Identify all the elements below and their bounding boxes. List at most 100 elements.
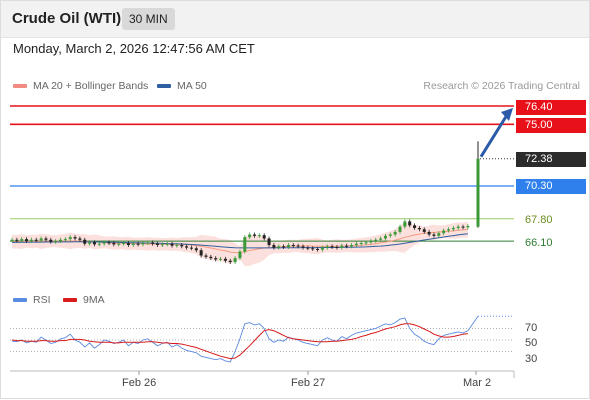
level-label-s2: 67.80 — [525, 214, 553, 226]
level-tag-r1: 75.00 — [516, 118, 586, 133]
candle-body — [243, 237, 247, 252]
candle-body — [223, 258, 227, 261]
candle-body — [413, 225, 417, 228]
candle-body — [34, 239, 38, 241]
candle-body — [398, 226, 402, 232]
level-tag-r2: 76.40 — [516, 100, 586, 115]
candle-body — [83, 239, 87, 244]
candle-body — [194, 248, 198, 251]
x-tick-label: Mar 2 — [463, 377, 492, 389]
candle-body — [15, 239, 19, 241]
x-axis — [10, 370, 515, 378]
candle-body — [175, 245, 179, 247]
candle-body — [408, 221, 412, 226]
candle-body — [44, 238, 48, 240]
candle-body — [63, 239, 67, 241]
candle-body — [383, 235, 387, 239]
legend-bb-label: MA 20 + Bollinger Bands — [33, 80, 149, 92]
candle-body — [126, 243, 130, 246]
candle-body — [73, 237, 77, 239]
candle-body — [262, 235, 266, 239]
level-tag-s1: 70.30 — [516, 179, 586, 194]
candle-body — [345, 245, 349, 247]
candle-body — [272, 245, 276, 248]
candle-body — [437, 233, 441, 236]
candle-body — [417, 227, 421, 230]
candle-body — [442, 230, 446, 234]
candle-body — [68, 237, 72, 240]
candle-body — [330, 246, 334, 248]
legend-rsi: RSI — [13, 294, 51, 306]
timestamp: Monday, March 2, 2026 12:47:56 AM CET — [13, 41, 255, 56]
candle-body — [432, 234, 436, 236]
legend-ma50: MA 50 — [157, 80, 207, 92]
last-candle-body — [476, 158, 480, 227]
candle-body — [180, 245, 184, 247]
candle-body — [403, 221, 407, 227]
legend-rsi-label: RSI — [33, 294, 51, 306]
candle-body — [112, 243, 116, 245]
candle-body — [422, 229, 426, 232]
candle-body — [354, 243, 358, 246]
candle-body — [160, 244, 164, 246]
candle-body — [379, 238, 383, 240]
candle-body — [238, 251, 242, 259]
legend-ma9-label: 9MA — [83, 294, 105, 306]
candle-body — [136, 243, 140, 245]
candle-body — [306, 247, 310, 249]
rsi-swatch — [13, 298, 27, 302]
candle-body — [228, 260, 232, 263]
candles — [10, 108, 513, 265]
candle-body — [209, 256, 213, 259]
candle-body — [20, 239, 24, 241]
last-price-tag: 72.38 — [516, 152, 586, 167]
candle-body — [393, 231, 397, 235]
candle-body — [364, 242, 368, 244]
candle-body — [286, 245, 290, 247]
candle-body — [335, 246, 339, 248]
candle-body — [10, 239, 14, 241]
candle-body — [146, 242, 150, 244]
candle-body — [151, 242, 155, 244]
candle-body — [340, 245, 344, 248]
forecast-arrow-head — [501, 108, 513, 121]
candle-body — [350, 245, 353, 247]
candle-body — [29, 239, 33, 242]
rsi-tick-30: 30 — [525, 353, 538, 365]
candle-body — [374, 239, 378, 242]
ma9-line — [11, 323, 468, 360]
candle-body — [267, 238, 271, 246]
candle-body — [296, 245, 300, 247]
candle-body — [219, 258, 223, 260]
candle-body — [427, 231, 431, 235]
candle-body — [447, 229, 450, 231]
candle-body — [388, 234, 392, 236]
credit-text: Research © 2026 Trading Central — [423, 80, 580, 92]
ma50-swatch — [157, 84, 171, 88]
candle-body — [49, 239, 53, 242]
candle-body — [204, 255, 208, 257]
level-label-s3: 66.10 — [525, 237, 553, 249]
candle-body — [117, 243, 121, 245]
candle-body — [141, 243, 145, 245]
candle-body — [277, 246, 281, 248]
legend-ma50-label: MA 50 — [177, 80, 207, 92]
candle-body — [461, 226, 465, 228]
interval-button[interactable]: 30 MIN — [122, 8, 175, 30]
candle-body — [185, 246, 189, 248]
candle-body — [92, 242, 96, 245]
candle-body — [466, 226, 470, 228]
candle-body — [107, 242, 111, 244]
candle-body — [170, 243, 174, 246]
candle-body — [233, 258, 237, 263]
candle-body — [102, 242, 106, 244]
ma9-swatch — [63, 298, 77, 302]
rsi-tick-50: 50 — [525, 337, 538, 349]
candle-body — [88, 242, 92, 244]
level-lines — [10, 105, 514, 242]
ma50-line — [12, 233, 468, 249]
bb-swatch — [13, 84, 27, 88]
legend-bb: MA 20 + Bollinger Bands — [13, 80, 148, 92]
candle-body — [54, 241, 58, 243]
